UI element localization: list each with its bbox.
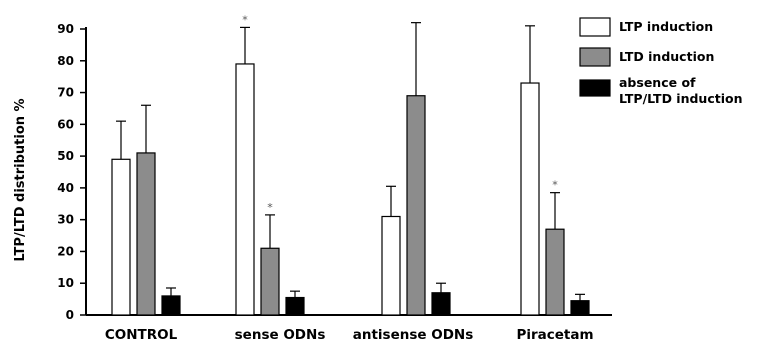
bar-absence [161,295,181,316]
y-tick-label: 50 [57,149,74,163]
legend: LTP induction LTD induction absence ofLTP/… [579,17,743,106]
bar-ltd [545,228,565,316]
bar-ltp [381,215,401,316]
significance-marker: * [552,179,558,192]
bar-ltd [136,152,156,316]
bar-absence [285,296,305,316]
bar-absence [431,292,451,316]
bar-ltp [235,63,255,316]
x-category-label: sense ODNs [235,327,326,343]
legend-label: absence of [619,75,696,90]
bar-absence [570,300,590,316]
y-tick-label: 20 [57,244,74,258]
bar-ltp [520,82,540,316]
y-tick-label: 80 [57,54,74,68]
bar-ltp [111,158,131,316]
x-category-label: CONTROL [105,327,178,343]
y-tick-label: 70 [57,86,74,100]
legend-label: LTP induction [619,19,713,34]
y-tick-label: 0 [66,308,74,322]
legend-swatch [579,17,611,37]
y-axis-title: LTP/LTD distribution % [13,98,28,261]
significance-marker: * [267,201,273,214]
y-tick-label: 40 [57,181,74,195]
y-tick-label: 30 [57,213,74,227]
bar-ltd [260,247,280,316]
bars: * * * [111,13,590,316]
y-tick-label: 90 [57,22,74,36]
x-category-label: Piracetam [516,327,593,343]
axes: 0 10 20 30 40 50 60 70 80 90 LTP/LTD distribution … [13,22,612,343]
significance-marker: * [242,13,248,26]
legend-swatch [579,47,611,67]
legend-swatch [579,79,611,97]
legend-label: LTD induction [619,49,714,64]
y-tick-label: 60 [57,117,74,131]
y-tick-label: 10 [57,276,74,290]
bar-ltd [406,95,426,316]
x-category-label: antisense ODNs [353,327,474,343]
legend-label: LTP/LTD induction [619,91,743,106]
